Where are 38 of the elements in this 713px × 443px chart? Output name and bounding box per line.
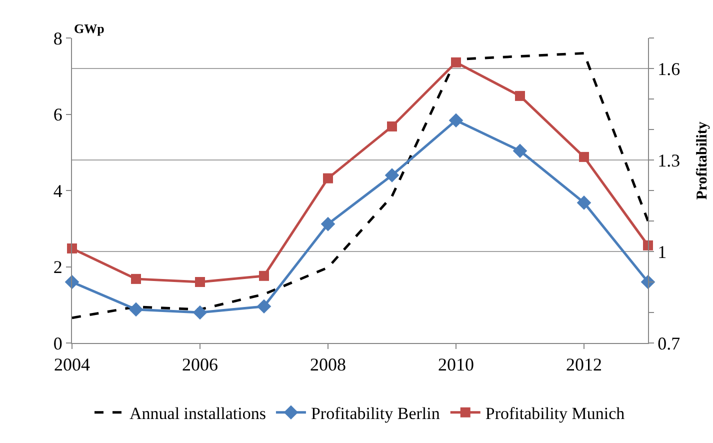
point (323, 173, 333, 184)
x-tick-label: 2004 (54, 354, 90, 375)
point (643, 240, 653, 250)
point (131, 274, 141, 284)
y-tick-label: 4 (53, 180, 62, 201)
y-axis-title: GWp (74, 21, 104, 36)
y-tick-label: 8 (53, 28, 62, 48)
point (448, 113, 464, 128)
y-tick-label: 2 (53, 257, 62, 278)
y2-tick-label: 1.3 (658, 150, 680, 170)
point (128, 302, 144, 317)
point (512, 144, 528, 158)
y-tick-label: 6 (53, 104, 62, 125)
point (195, 277, 205, 287)
point (259, 270, 269, 281)
y2-axis-title: Profitability (694, 121, 711, 200)
y-tick-label: 0 (53, 333, 62, 354)
x-tick-label: 2008 (310, 354, 346, 375)
point (67, 243, 77, 254)
point (451, 57, 461, 68)
x-tick-label: 2006 (182, 354, 218, 375)
legend-label: Profitability Berlin (310, 404, 440, 424)
point (576, 196, 592, 210)
x-tick-label: 2010 (438, 354, 474, 375)
line-series (72, 52, 648, 320)
point (320, 216, 336, 232)
point (387, 121, 397, 132)
legend-label: Annual installations (130, 404, 266, 424)
x-tick-label: 2012 (566, 354, 602, 375)
point (515, 90, 525, 101)
y2-tick-label: 0.7 (658, 333, 680, 354)
y2-tick-label: 1 (658, 242, 667, 262)
point (579, 152, 589, 162)
point (256, 299, 272, 314)
legend-label: Profitability Munich (485, 404, 626, 424)
y2-tick-label: 1.6 (658, 58, 680, 79)
point (192, 305, 208, 320)
point (384, 168, 400, 182)
